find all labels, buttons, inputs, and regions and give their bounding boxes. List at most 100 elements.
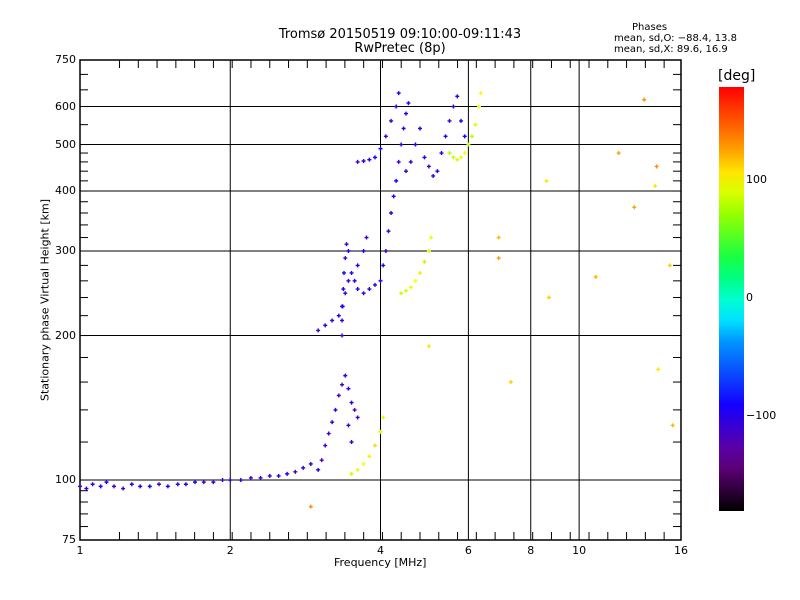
- data-point: [546, 295, 551, 300]
- data-point: [656, 367, 661, 372]
- data-point: [104, 480, 109, 485]
- x-tick-label: 8: [527, 544, 535, 557]
- y-tick-label: 750: [55, 53, 76, 66]
- data-point: [349, 471, 354, 476]
- data-point: [340, 304, 345, 309]
- data-point: [333, 407, 338, 412]
- data-point: [346, 278, 351, 283]
- data-point: [476, 104, 481, 109]
- colorbar: [719, 87, 744, 511]
- data-point: [316, 467, 321, 472]
- chart-title: Tromsø 20150519 09:10:00-09:11:43: [278, 27, 522, 42]
- data-point: [340, 318, 345, 323]
- data-point: [361, 291, 366, 296]
- data-point: [340, 333, 345, 338]
- data-point: [346, 386, 351, 391]
- y-tick-label: 300: [55, 244, 76, 257]
- data-point: [396, 91, 401, 96]
- data-point: [373, 155, 378, 160]
- data-point: [138, 484, 143, 489]
- data-point: [413, 278, 418, 283]
- data-point: [469, 134, 474, 139]
- data-point: [654, 164, 659, 169]
- data-point: [378, 146, 383, 151]
- data-point: [544, 178, 549, 183]
- data-point: [78, 484, 82, 489]
- data-point: [293, 469, 298, 474]
- x-tick-label: 1: [76, 544, 84, 557]
- data-point: [346, 423, 351, 428]
- data-point: [316, 328, 321, 333]
- data-point: [340, 382, 345, 387]
- data-point: [193, 480, 198, 485]
- data-point: [378, 278, 383, 283]
- x-axis-label: Frequency [MHz]: [334, 556, 427, 569]
- data-point: [98, 484, 103, 489]
- data-point: [429, 235, 434, 240]
- x-tick-label: 2: [226, 544, 234, 557]
- data-point: [406, 101, 411, 106]
- data-point: [349, 440, 354, 445]
- data-point: [642, 97, 647, 102]
- data-point: [389, 118, 394, 123]
- data-point: [220, 478, 225, 483]
- stats-x-mode: mean, sd,X: 89.6, 16.9: [614, 44, 728, 55]
- data-point: [396, 159, 401, 164]
- data-point: [373, 282, 378, 287]
- data-point: [346, 249, 351, 254]
- data-point: [593, 274, 598, 279]
- x-tick-label: 4: [377, 544, 384, 557]
- data-point: [211, 480, 216, 485]
- y-tick-label: 100: [55, 473, 76, 487]
- data-point: [183, 482, 188, 487]
- data-point: [112, 484, 117, 489]
- data-point: [323, 443, 328, 448]
- data-point: [381, 415, 386, 420]
- data-point: [319, 458, 324, 463]
- data-point: [404, 169, 409, 174]
- data-point: [330, 420, 335, 425]
- data-point: [355, 159, 360, 164]
- data-point: [401, 126, 406, 131]
- data-point: [496, 256, 501, 261]
- data-point: [451, 104, 456, 109]
- x-tick-label: 6: [464, 544, 472, 557]
- data-point: [447, 151, 452, 156]
- data-point: [466, 142, 471, 147]
- data-point: [378, 429, 383, 434]
- data-point: [431, 173, 436, 178]
- y-tick-label: 600: [55, 99, 76, 113]
- data-point: [426, 344, 431, 349]
- data-point: [323, 323, 328, 328]
- data-point: [361, 159, 366, 164]
- data-point: [349, 270, 354, 275]
- data-point: [422, 259, 427, 264]
- data-point: [399, 291, 404, 296]
- data-point: [147, 484, 152, 489]
- data-point: [632, 205, 637, 210]
- data-point: [308, 504, 313, 509]
- data-point: [373, 443, 378, 448]
- data-point: [267, 473, 272, 478]
- data-point: [84, 486, 89, 491]
- data-point: [341, 287, 346, 292]
- data-point: [258, 475, 263, 480]
- data-point: [653, 183, 658, 188]
- data-point: [455, 94, 460, 99]
- data-point: [616, 151, 621, 156]
- data-point: [336, 393, 341, 398]
- data-point: [462, 151, 467, 156]
- data-point: [455, 157, 460, 162]
- data-point: [413, 142, 418, 147]
- data-point: [326, 431, 331, 436]
- data-point: [391, 194, 396, 199]
- data-point: [228, 478, 233, 483]
- data-point: [426, 249, 431, 254]
- data-point: [459, 118, 464, 123]
- data-point: [496, 235, 501, 240]
- data-point: [90, 482, 95, 487]
- data-point: [386, 229, 391, 234]
- data-point: [361, 461, 366, 466]
- data-point: [381, 263, 386, 268]
- data-point: [355, 415, 360, 420]
